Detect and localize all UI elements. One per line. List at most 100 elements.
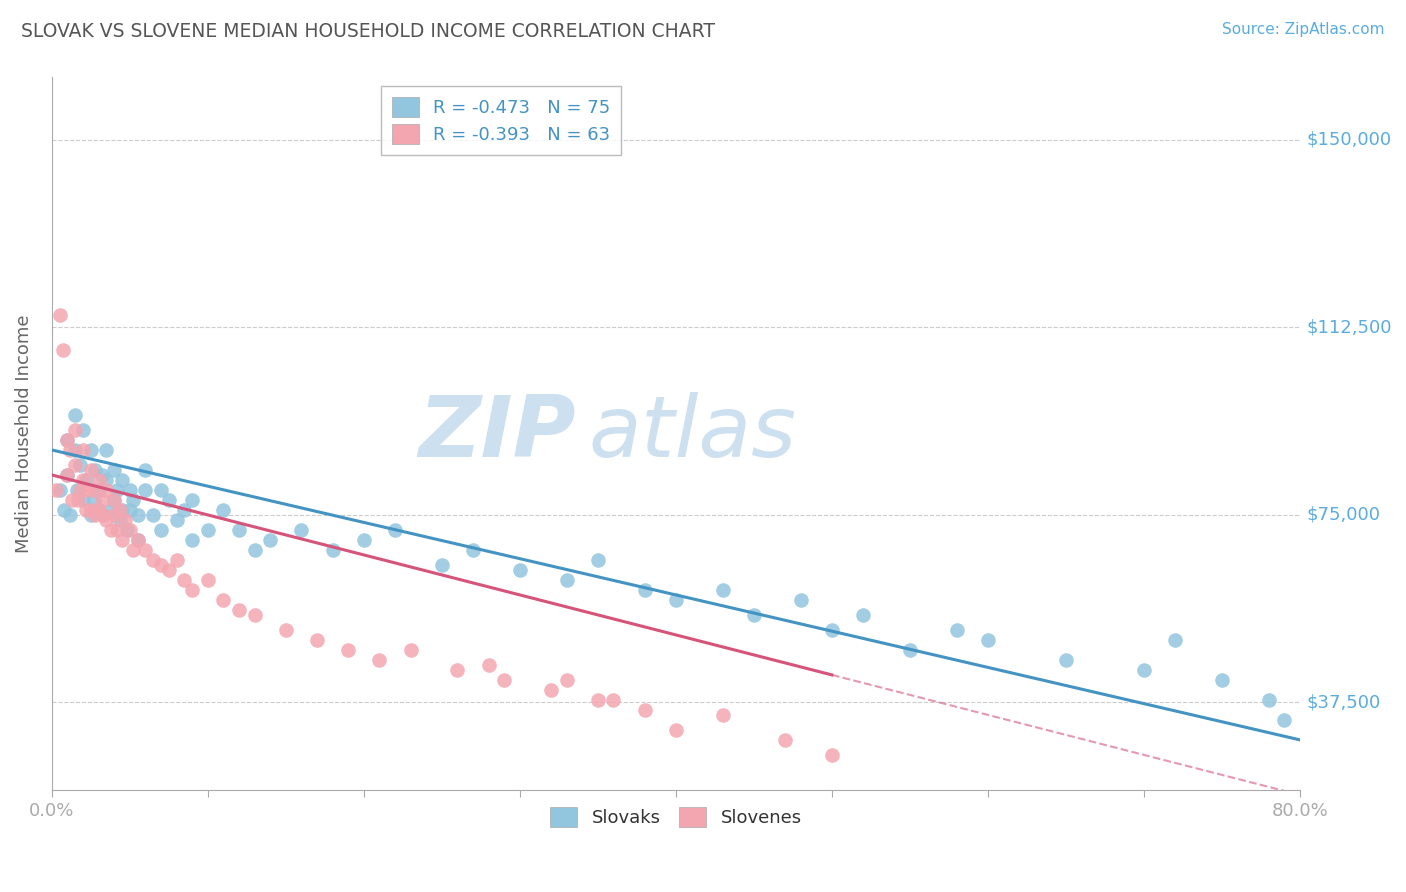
Point <box>173 573 195 587</box>
Point <box>134 543 156 558</box>
Point <box>52 343 75 357</box>
Point <box>63 423 86 437</box>
Point <box>711 582 734 597</box>
Point <box>353 533 375 547</box>
Point <box>509 563 531 577</box>
Point <box>1211 673 1233 687</box>
Point <box>461 543 484 558</box>
Text: SLOVAK VS SLOVENE MEDIAN HOUSEHOLD INCOME CORRELATION CHART: SLOVAK VS SLOVENE MEDIAN HOUSEHOLD INCOM… <box>21 22 716 41</box>
Text: Source: ZipAtlas.com: Source: ZipAtlas.com <box>1222 22 1385 37</box>
Point <box>48 483 70 497</box>
Point <box>142 508 165 522</box>
Point <box>228 523 250 537</box>
Point <box>555 573 578 587</box>
Point <box>212 503 235 517</box>
Point <box>111 473 134 487</box>
Point <box>105 483 128 497</box>
Point <box>945 623 967 637</box>
Point <box>105 523 128 537</box>
Point <box>1164 632 1187 647</box>
Point <box>602 693 624 707</box>
Point <box>494 673 516 687</box>
Point <box>91 508 114 522</box>
Point <box>48 308 70 322</box>
Point <box>56 433 79 447</box>
Point <box>127 533 149 547</box>
Point <box>56 467 79 482</box>
Point <box>149 523 172 537</box>
Point <box>91 508 114 522</box>
Point <box>84 463 107 477</box>
Point <box>110 503 132 517</box>
Text: atlas: atlas <box>589 392 797 475</box>
Point <box>63 408 86 422</box>
Point <box>96 442 118 457</box>
Point <box>586 693 609 707</box>
Point <box>742 607 765 622</box>
Point <box>149 558 172 572</box>
Text: $75,000: $75,000 <box>1306 506 1381 524</box>
Point <box>45 483 67 497</box>
Point <box>96 513 118 527</box>
Text: $37,500: $37,500 <box>1306 693 1381 712</box>
Point <box>290 523 312 537</box>
Point <box>56 433 79 447</box>
Point <box>322 543 344 558</box>
Point <box>80 442 103 457</box>
Text: $150,000: $150,000 <box>1306 131 1392 149</box>
Point <box>305 632 328 647</box>
Point <box>173 503 195 517</box>
Point <box>56 467 79 482</box>
Point <box>259 533 281 547</box>
Text: ZIP: ZIP <box>419 392 576 475</box>
Point <box>665 723 688 737</box>
Point <box>87 483 110 497</box>
Text: $112,500: $112,500 <box>1306 318 1392 336</box>
Point <box>446 663 468 677</box>
Point <box>1054 653 1077 667</box>
Point <box>142 553 165 567</box>
Point <box>69 483 91 497</box>
Point <box>83 492 105 507</box>
Point <box>977 632 1000 647</box>
Point <box>80 508 103 522</box>
Point <box>67 492 90 507</box>
Point <box>1133 663 1156 677</box>
Point <box>100 503 122 517</box>
Point <box>384 523 406 537</box>
Point <box>134 483 156 497</box>
Point <box>76 483 98 497</box>
Point <box>821 623 844 637</box>
Point <box>122 543 145 558</box>
Point <box>53 503 76 517</box>
Point <box>111 503 134 517</box>
Point <box>1257 693 1279 707</box>
Point <box>90 467 112 482</box>
Point <box>197 573 219 587</box>
Point <box>773 733 796 747</box>
Point <box>100 523 122 537</box>
Point <box>118 523 141 537</box>
Point <box>337 643 360 657</box>
Point <box>103 492 125 507</box>
Point <box>430 558 453 572</box>
Point <box>127 533 149 547</box>
Point <box>110 513 132 527</box>
Point <box>821 747 844 762</box>
Point <box>90 492 112 507</box>
Point <box>96 483 118 497</box>
Point <box>228 603 250 617</box>
Point <box>157 563 180 577</box>
Point <box>166 553 188 567</box>
Point <box>59 508 82 522</box>
Point <box>114 513 136 527</box>
Y-axis label: Median Household Income: Median Household Income <box>15 314 32 553</box>
Point <box>1274 713 1296 727</box>
Point <box>103 492 125 507</box>
Point <box>118 483 141 497</box>
Point <box>243 543 266 558</box>
Point <box>80 503 103 517</box>
Point <box>634 703 657 717</box>
Point <box>634 582 657 597</box>
Point <box>66 483 89 497</box>
